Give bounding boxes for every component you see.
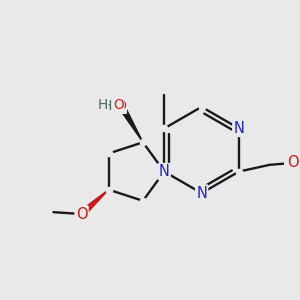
Text: H: H bbox=[98, 98, 108, 112]
Text: O: O bbox=[115, 99, 126, 113]
Text: N: N bbox=[196, 186, 207, 201]
Text: N: N bbox=[233, 121, 244, 136]
Polygon shape bbox=[120, 106, 143, 142]
Text: N: N bbox=[196, 186, 207, 201]
Text: N: N bbox=[233, 121, 244, 136]
Text: N: N bbox=[159, 164, 170, 179]
Text: N: N bbox=[159, 164, 170, 179]
Text: H: H bbox=[101, 99, 112, 113]
Text: O: O bbox=[113, 98, 124, 112]
Text: O: O bbox=[76, 206, 87, 221]
Polygon shape bbox=[79, 190, 109, 217]
Text: O: O bbox=[287, 155, 299, 170]
Text: O: O bbox=[76, 206, 87, 221]
Text: O: O bbox=[287, 155, 299, 170]
